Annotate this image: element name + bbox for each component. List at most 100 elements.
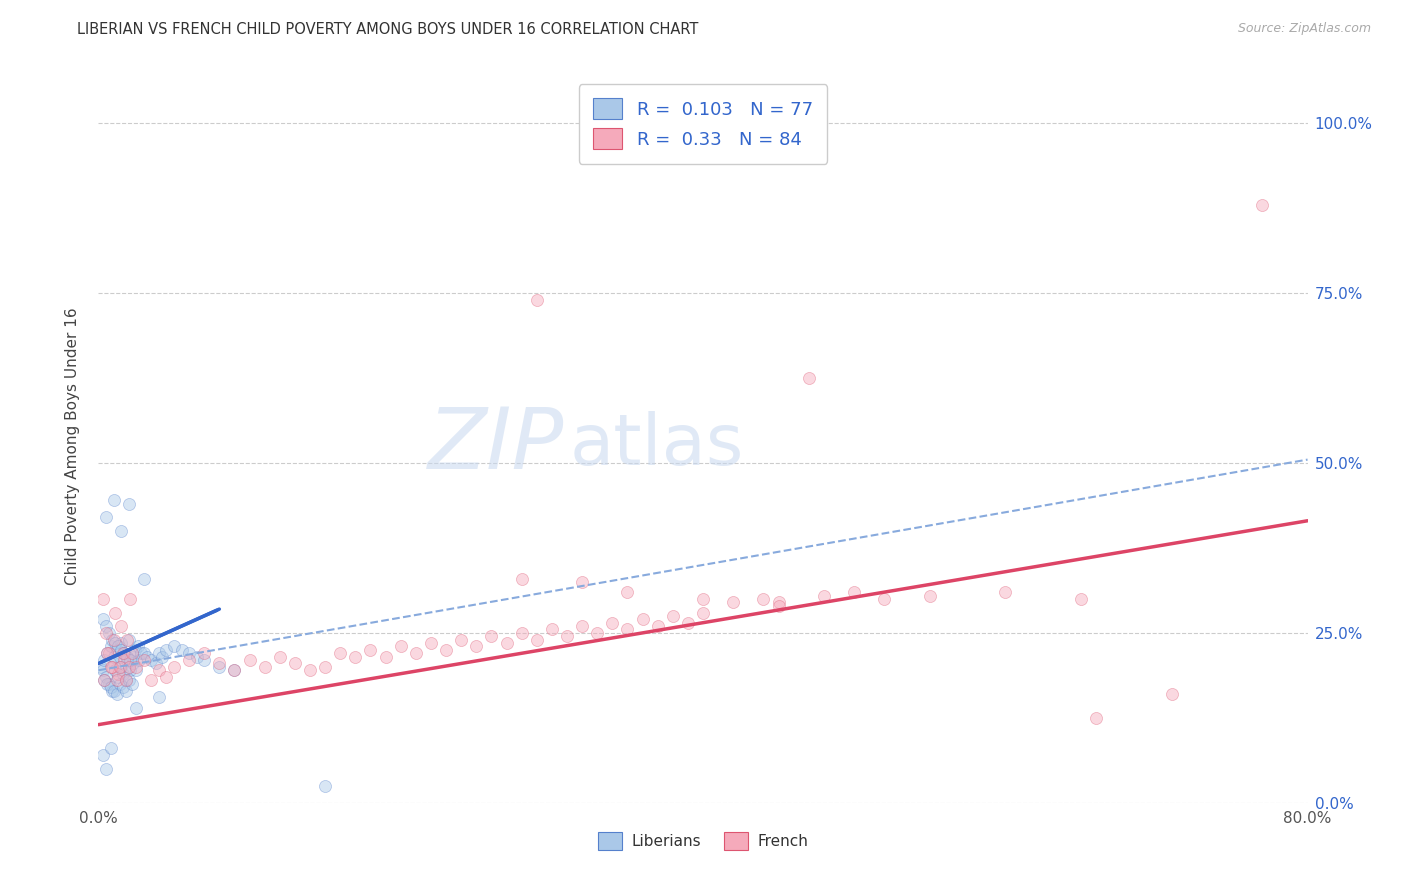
Point: [994, 585, 1017, 599]
Point: [93, 673, 115, 688]
Point: [813, 589, 835, 603]
Point: [692, 591, 714, 606]
Point: [125, 700, 148, 714]
Point: [105, 687, 128, 701]
Point: [108, 660, 131, 674]
Point: [360, 643, 382, 657]
Point: [114, 683, 136, 698]
Legend: Liberians, French: Liberians, French: [592, 826, 814, 855]
Point: [797, 371, 820, 385]
Point: [121, 646, 143, 660]
Point: [112, 646, 135, 660]
Point: [510, 572, 533, 586]
Point: [101, 660, 124, 674]
Point: [111, 646, 134, 660]
Point: [170, 643, 193, 657]
Point: [239, 653, 262, 667]
Point: [107, 670, 129, 684]
Point: [510, 626, 533, 640]
Point: [148, 663, 170, 677]
Point: [132, 572, 155, 586]
Point: [150, 649, 173, 664]
Point: [96, 646, 118, 660]
Point: [420, 636, 443, 650]
Point: [465, 640, 488, 654]
Point: [186, 649, 208, 664]
Point: [141, 673, 163, 688]
Point: [224, 663, 246, 677]
Point: [344, 649, 367, 664]
Point: [495, 636, 517, 650]
Point: [104, 663, 127, 677]
Point: [94, 762, 117, 776]
Point: [103, 683, 125, 698]
Point: [752, 591, 775, 606]
Point: [107, 640, 129, 654]
Text: ZIP: ZIP: [427, 404, 564, 488]
Point: [120, 653, 142, 667]
Point: [125, 660, 148, 674]
Point: [145, 657, 167, 671]
Point: [103, 649, 125, 664]
Point: [129, 646, 152, 660]
Point: [111, 666, 134, 681]
Point: [93, 653, 115, 667]
Point: [96, 677, 118, 691]
Text: Source: ZipAtlas.com: Source: ZipAtlas.com: [1237, 22, 1371, 36]
Point: [118, 632, 141, 647]
Point: [269, 649, 291, 664]
Point: [1251, 198, 1274, 212]
Point: [1070, 591, 1092, 606]
Point: [155, 670, 177, 684]
Point: [110, 636, 132, 650]
Point: [110, 619, 132, 633]
Point: [132, 646, 155, 660]
Point: [100, 640, 122, 654]
Point: [844, 585, 866, 599]
Point: [91, 612, 114, 626]
Point: [450, 632, 472, 647]
Point: [571, 574, 593, 589]
Point: [120, 591, 142, 606]
Point: [128, 653, 150, 667]
Y-axis label: Child Poverty Among Boys Under 16: Child Poverty Among Boys Under 16: [65, 307, 80, 585]
Point: [481, 629, 503, 643]
Point: [125, 663, 148, 677]
Point: [112, 646, 135, 660]
Point: [108, 677, 131, 691]
Point: [616, 623, 638, 637]
Point: [163, 640, 186, 654]
Point: [100, 741, 122, 756]
Point: [115, 632, 138, 647]
Point: [526, 293, 548, 307]
Point: [98, 646, 121, 660]
Point: [114, 673, 136, 688]
Point: [94, 510, 117, 524]
Point: [94, 619, 117, 633]
Point: [90, 660, 112, 674]
Point: [314, 660, 336, 674]
Point: [101, 632, 124, 647]
Point: [94, 670, 117, 684]
Point: [118, 497, 141, 511]
Point: [121, 677, 143, 691]
Point: [163, 660, 186, 674]
Point: [389, 640, 412, 654]
Point: [405, 646, 427, 660]
Point: [98, 677, 121, 691]
Point: [208, 657, 231, 671]
Point: [104, 636, 127, 650]
Point: [103, 493, 125, 508]
Point: [692, 606, 714, 620]
Point: [107, 666, 129, 681]
Point: [155, 643, 177, 657]
Point: [124, 643, 146, 657]
Point: [118, 673, 141, 688]
Point: [179, 653, 201, 667]
Point: [115, 649, 138, 664]
Point: [108, 649, 131, 664]
Point: [91, 591, 114, 606]
Point: [586, 626, 609, 640]
Point: [100, 660, 122, 674]
Point: [105, 673, 128, 688]
